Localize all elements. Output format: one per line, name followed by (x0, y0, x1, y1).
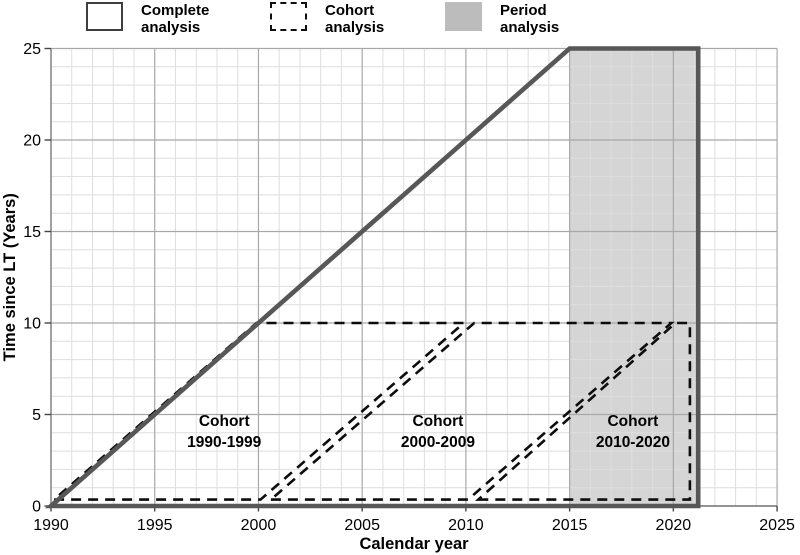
period-analysis-swatch (445, 2, 482, 31)
y-tick-label: 20 (23, 133, 41, 150)
legend-label-period: Period analysis (500, 2, 559, 36)
legend-label-line: analysis (325, 18, 385, 36)
y-tick-label: 10 (23, 316, 41, 333)
legend-label-line: Period (500, 2, 547, 19)
x-tick-label: 2015 (552, 517, 588, 534)
legend-label-line: analysis (500, 18, 560, 36)
x-tick-label: 1990 (33, 517, 69, 534)
legend-label-line: Cohort (325, 2, 375, 19)
y-tick-label: 25 (23, 41, 41, 58)
legend-label-complete: Complete analysis (141, 2, 209, 36)
y-tick-label: 0 (32, 499, 41, 516)
x-tick-label: 2025 (759, 517, 795, 534)
cohort-label: Cohort 2000-2009 (401, 413, 476, 451)
x-tick-label: 2005 (344, 517, 380, 534)
complete-analysis-outline (44, 46, 701, 509)
legend-item-period-analysis: Period analysis (445, 2, 559, 36)
legend-label-line: analysis (141, 18, 201, 36)
period-analysis-region (569, 48, 699, 506)
x-tick-label: 1995 (137, 517, 173, 534)
y-tick-label: 15 (23, 224, 41, 241)
cohort-label: Cohort 2010-2020 (596, 413, 670, 451)
cohort-analysis-region (267, 321, 675, 501)
x-axis-title: Calendar year (359, 535, 469, 553)
cohort-analysis-swatch (270, 2, 307, 31)
legend-label-cohort: Cohort analysis (325, 2, 384, 36)
legend: Complete analysis Cohort analysis Period… (0, 0, 800, 40)
legend-label-line: Complete (141, 2, 210, 19)
y-tick-label: 5 (32, 407, 41, 424)
x-tick-label: 2010 (448, 517, 484, 534)
legend-item-cohort-analysis: Cohort analysis (270, 2, 384, 36)
legend-item-complete-analysis: Complete analysis (86, 2, 209, 36)
complete-analysis-swatch (86, 2, 123, 31)
x-tick-label: 2000 (241, 517, 277, 534)
x-tick-label: 2020 (656, 517, 692, 534)
y-axis-title: Time since LT (Years) (1, 193, 19, 361)
cohort-analysis-region (474, 321, 692, 501)
cohort-label: Cohort 1990-1999 (187, 413, 262, 451)
